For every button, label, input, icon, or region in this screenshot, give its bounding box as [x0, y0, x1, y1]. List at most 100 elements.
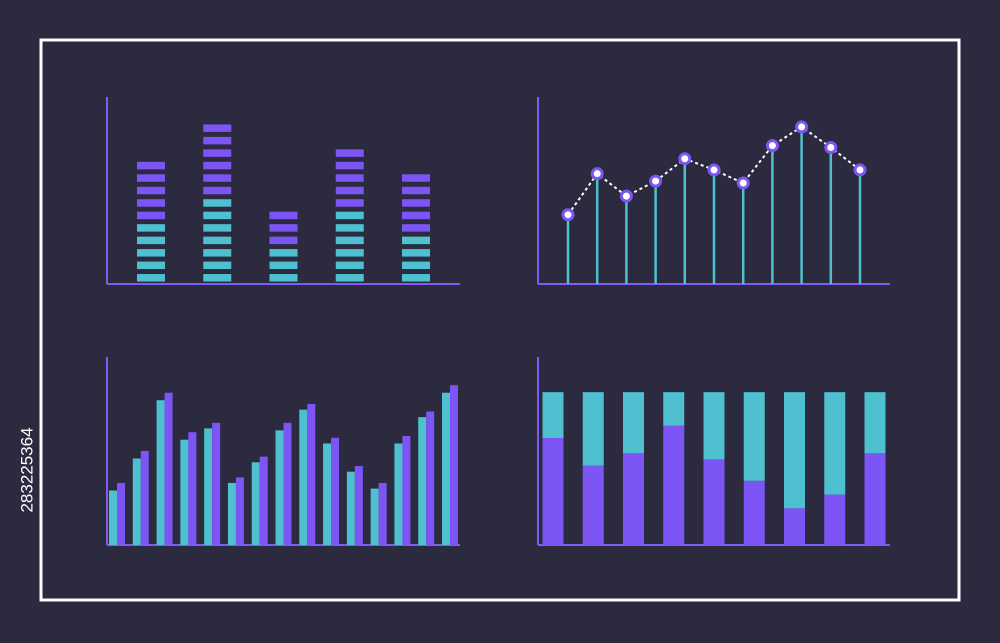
bar-stripe	[402, 274, 430, 282]
bar-segment	[663, 392, 685, 426]
bar-stripe	[269, 249, 298, 257]
chart	[106, 357, 460, 546]
bar-stripe	[137, 274, 165, 282]
point	[707, 163, 721, 177]
bar	[109, 490, 117, 545]
bar	[204, 428, 213, 545]
bar	[251, 462, 260, 545]
bar	[283, 422, 292, 545]
bar-stripe	[335, 261, 364, 270]
bar-stripe	[335, 174, 364, 182]
bar	[307, 404, 316, 545]
bar	[212, 422, 221, 545]
bar-segment	[703, 459, 725, 545]
point	[795, 120, 809, 134]
bar-segment	[743, 392, 765, 481]
bar	[164, 392, 173, 545]
bar	[275, 430, 284, 545]
bar-stripe	[402, 186, 430, 195]
bar-stripe	[335, 149, 364, 157]
bar-segment	[703, 392, 725, 460]
bar	[418, 417, 427, 545]
bar	[378, 482, 387, 545]
bar-stripe	[335, 274, 364, 282]
bar-segment	[269, 211, 298, 245]
bar	[426, 411, 435, 545]
bar-segment	[402, 174, 430, 232]
bar-segment	[203, 199, 232, 282]
bar-segment	[784, 508, 805, 545]
bar-stripe	[137, 249, 165, 257]
bar-segment	[542, 392, 564, 439]
bar-stripe	[402, 199, 430, 207]
point	[736, 176, 750, 190]
point	[765, 139, 779, 153]
bar	[259, 456, 268, 545]
bar	[117, 482, 125, 545]
chart	[537, 357, 890, 546]
bar-stripe	[402, 236, 430, 245]
bar	[442, 392, 450, 545]
bar-stripe	[335, 186, 364, 195]
bar	[323, 443, 332, 545]
bar-stripe	[203, 274, 232, 282]
bar-segment	[335, 211, 364, 282]
point	[649, 174, 663, 188]
point	[619, 189, 633, 203]
bar-stripe	[203, 174, 232, 182]
bar-stripe	[269, 261, 298, 270]
bar	[180, 439, 189, 545]
bar-segment	[402, 236, 430, 282]
bar-segment	[864, 392, 886, 454]
bar-stripe	[335, 161, 364, 170]
bar	[331, 437, 340, 545]
point	[853, 163, 867, 177]
bar-stripe	[402, 211, 430, 220]
bar-stripe	[203, 211, 232, 220]
bar-stripe	[335, 211, 364, 220]
bar-stripe	[335, 199, 364, 207]
bar-stripe	[137, 186, 165, 195]
bar-segment	[623, 453, 644, 545]
bar-stripe	[402, 261, 430, 270]
bar-stripe	[203, 161, 232, 170]
bar-stripe	[137, 236, 165, 245]
chart	[537, 97, 890, 285]
bar	[354, 466, 363, 545]
bar-stripe	[203, 224, 232, 232]
bar-stripe	[137, 261, 165, 270]
bar-segment	[335, 149, 364, 207]
bar	[346, 471, 355, 545]
bar-segment	[864, 453, 886, 545]
bar-stripe	[269, 211, 298, 220]
bar-stripe	[203, 249, 232, 257]
bar-stripe	[203, 236, 232, 245]
bar-segment	[824, 494, 846, 545]
bar-stripe	[402, 224, 430, 232]
bar-stripe	[402, 174, 430, 182]
bar-stripe	[203, 186, 232, 195]
bar-stripe	[203, 199, 232, 207]
bar-stripe	[137, 224, 165, 232]
bar-segment	[203, 124, 232, 195]
bar-stripe	[203, 136, 232, 145]
bar-stripe	[335, 249, 364, 257]
point	[561, 208, 575, 222]
bar-segment	[582, 392, 604, 466]
bar	[132, 458, 141, 545]
bar-stripe	[203, 149, 232, 157]
bar-segment	[784, 392, 805, 509]
bar-stripe	[137, 199, 165, 207]
bar-stripe	[203, 124, 232, 132]
bar-stripe	[269, 236, 298, 245]
bar-segment	[269, 249, 298, 282]
bar-segment	[137, 161, 165, 220]
bar	[394, 443, 403, 545]
bar-stripe	[203, 261, 232, 270]
bar	[450, 385, 458, 545]
bar-segment	[542, 438, 564, 545]
bar	[140, 451, 149, 545]
bar	[235, 477, 244, 545]
bar	[370, 488, 379, 545]
